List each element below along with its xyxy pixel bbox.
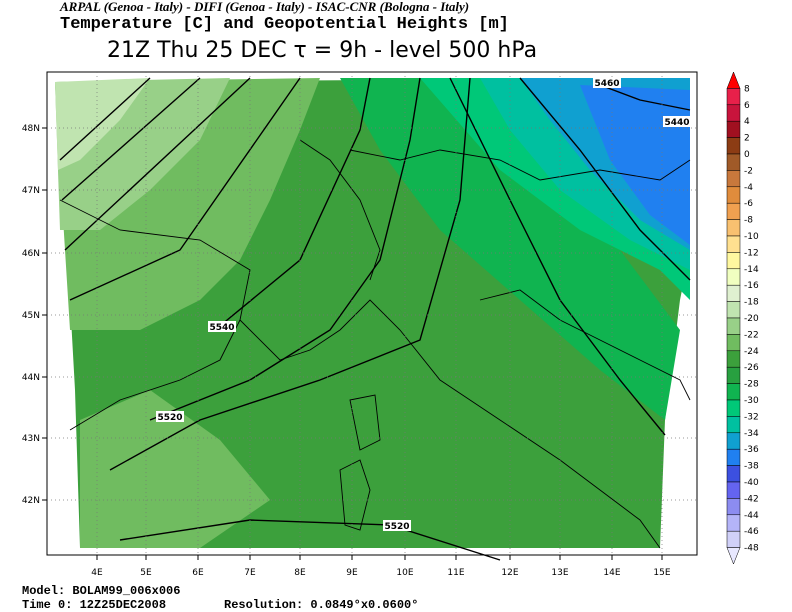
contour-label-box (593, 77, 621, 88)
colorbar-swatch (726, 350, 741, 368)
colorbar-swatch (726, 334, 741, 352)
contour-label-box (156, 411, 184, 422)
colorbar-label: -46 (744, 527, 759, 537)
colorbar-label: -4 (744, 183, 753, 193)
colorbar-label: -16 (744, 281, 759, 291)
lat-label: 46N (22, 249, 40, 259)
contour-label: 5460 (594, 79, 619, 89)
colorbar-label: -28 (744, 380, 759, 390)
colorbar-label: -12 (744, 248, 759, 258)
colorbar-label: 0 (744, 150, 750, 160)
contour-label-box (383, 520, 411, 531)
colorbar-swatch (726, 514, 741, 532)
lon-label: 9E (346, 568, 358, 578)
colorbar-swatch (726, 547, 741, 565)
lon-label: 8E (294, 568, 306, 578)
footer-time: Time 0: 12Z25DEC2008 (22, 598, 166, 612)
colorbar-swatch (726, 530, 741, 548)
colorbar-label: -26 (744, 363, 759, 373)
colorbar-swatch (726, 219, 741, 237)
colorbar-swatch (726, 448, 741, 466)
map (46, 71, 698, 561)
colorbar-swatch (726, 399, 741, 417)
colorbar-label: -18 (744, 298, 759, 308)
colorbar-swatch (726, 120, 741, 138)
colorbar-swatch (726, 252, 741, 270)
contour-label: 5520 (157, 413, 182, 423)
colorbar-label: -44 (744, 511, 759, 521)
colorbar-swatch (726, 137, 741, 155)
lon-label: 15E (653, 568, 670, 578)
colorbar-label: -6 (744, 199, 753, 209)
footer-resolution: Resolution: 0.0849°x0.0600° (224, 598, 418, 612)
header-credits: ARPAL (Genoa - Italy) - DIFI (Genoa - It… (59, 0, 469, 14)
lon-label: 14E (603, 568, 620, 578)
lon-label: 11E (447, 568, 464, 578)
contour-label-box (663, 116, 691, 127)
contour-label-box (208, 321, 236, 332)
colorbar-label: -8 (744, 216, 753, 226)
lon-label: 12E (501, 568, 518, 578)
colorbar-swatch (726, 465, 741, 483)
contour-label: 5540 (209, 323, 234, 333)
colorbar-label: 6 (744, 101, 750, 111)
lat-label: 45N (22, 311, 40, 321)
colorbar-swatch (726, 104, 741, 122)
colorbar-swatch (726, 317, 741, 335)
lon-label: 6E (192, 568, 204, 578)
colorbar-swatch (726, 153, 741, 171)
colorbar-swatch (726, 235, 741, 253)
colorbar-label: -36 (744, 445, 759, 455)
colorbar-swatch (726, 416, 741, 434)
contours (59, 77, 691, 561)
colorbar-label: 2 (744, 134, 750, 144)
colorbar-label: -34 (744, 429, 759, 439)
colorbar-label: -22 (744, 330, 759, 340)
colorbar-swatch (726, 481, 741, 499)
colorbar-swatch (726, 284, 741, 302)
colorbar-swatch (726, 366, 741, 384)
lat-label: 47N (22, 186, 40, 196)
footer-model: Model: BOLAM99_006x006 (22, 584, 180, 598)
colorbar-swatch (726, 301, 741, 319)
colorbar-label: 4 (744, 117, 750, 127)
colorbar-swatch (726, 88, 741, 106)
lon-label: 10E (396, 568, 413, 578)
colorbar-swatch (726, 432, 741, 450)
contour-label: 5520 (384, 522, 409, 532)
colorbar-label: 8 (744, 84, 750, 94)
coastline (59, 139, 691, 549)
lat-label: 43N (22, 434, 40, 444)
lon-label: 5E (140, 568, 152, 578)
lat-label: 42N (22, 496, 40, 506)
colorbar-label: -14 (744, 265, 759, 275)
contour-label: 5440 (664, 118, 689, 128)
colorbar-swatch (726, 498, 741, 516)
header-subtitle: 21Z Thu 25 DEC τ = 9h - level 500 hPa (107, 38, 537, 63)
lon-label: 13E (551, 568, 568, 578)
colorbar-swatch (726, 202, 741, 220)
lat-label: 44N (22, 373, 40, 383)
colorbar-label: -24 (744, 347, 759, 357)
colorbar-label: -10 (744, 232, 759, 242)
colorbar-label: -2 (744, 166, 753, 176)
colorbar-label: -42 (744, 494, 759, 504)
colorbar-label: -20 (744, 314, 759, 324)
lon-label: 4E (91, 568, 103, 578)
header-title: Temperature [C] and Geopotential Heights… (60, 15, 509, 34)
colorbar-swatch (726, 186, 741, 204)
colorbar-label: -32 (744, 412, 759, 422)
lon-label: 7E (244, 568, 256, 578)
colorbar-swatch (726, 71, 741, 89)
colorbar-label: -48 (744, 544, 759, 554)
colorbar-label: -30 (744, 396, 759, 406)
lat-label: 48N (22, 124, 40, 134)
colorbar-swatch (726, 383, 741, 401)
colorbar-swatch (726, 170, 741, 188)
colorbar-swatch (726, 268, 741, 286)
colorbar-label: -40 (744, 478, 759, 488)
colorbar-label: -38 (744, 462, 759, 472)
